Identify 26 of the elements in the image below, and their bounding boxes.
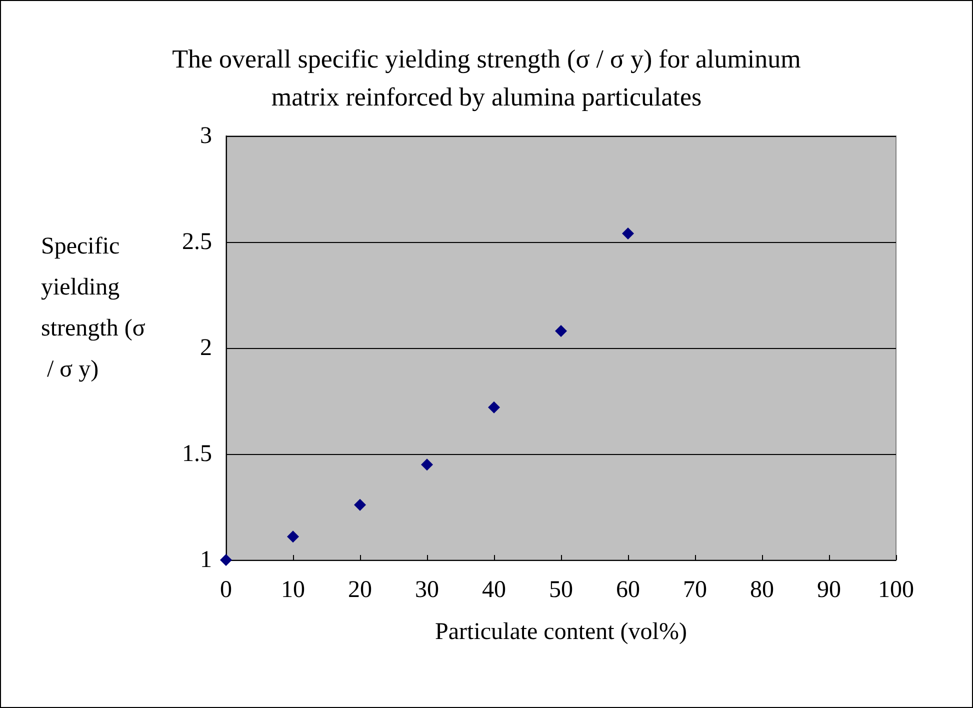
- point: [287, 530, 299, 543]
- y-tick-label: 2.5: [182, 229, 212, 255]
- y-tick-label: 2: [200, 335, 212, 361]
- point: [220, 554, 232, 566]
- x-tick-label: 0: [220, 577, 232, 603]
- x-tick-label: 60: [616, 577, 640, 603]
- x-tick-label: 70: [683, 577, 707, 603]
- x-tick-label: 80: [750, 577, 774, 603]
- y-tick-label: 3: [200, 123, 212, 149]
- x-tick-label: 20: [348, 577, 372, 603]
- x-axis-title: Particulate content (vol%): [435, 619, 687, 645]
- x-tick-label: 50: [549, 577, 573, 603]
- point: [622, 228, 634, 240]
- y-tick-label: 1: [200, 547, 212, 573]
- x-tick-label: 40: [482, 577, 506, 603]
- y-tick-label: 1.5: [182, 441, 212, 467]
- x-tick-label: 30: [415, 577, 439, 603]
- point: [354, 498, 366, 511]
- point: [421, 458, 433, 471]
- point: [555, 325, 567, 338]
- chart-title: The overall specific yielding strength (σ / σ y) for aluminum matrix reinforced by alumina particulates: [172, 44, 801, 112]
- y-axis-title: Specific yielding strength (σ / σ y): [41, 234, 146, 382]
- point: [488, 401, 500, 414]
- x-tick-label: 90: [817, 577, 841, 603]
- x-tick-label: 10: [281, 577, 305, 603]
- x-tick-label: 100: [878, 577, 914, 603]
